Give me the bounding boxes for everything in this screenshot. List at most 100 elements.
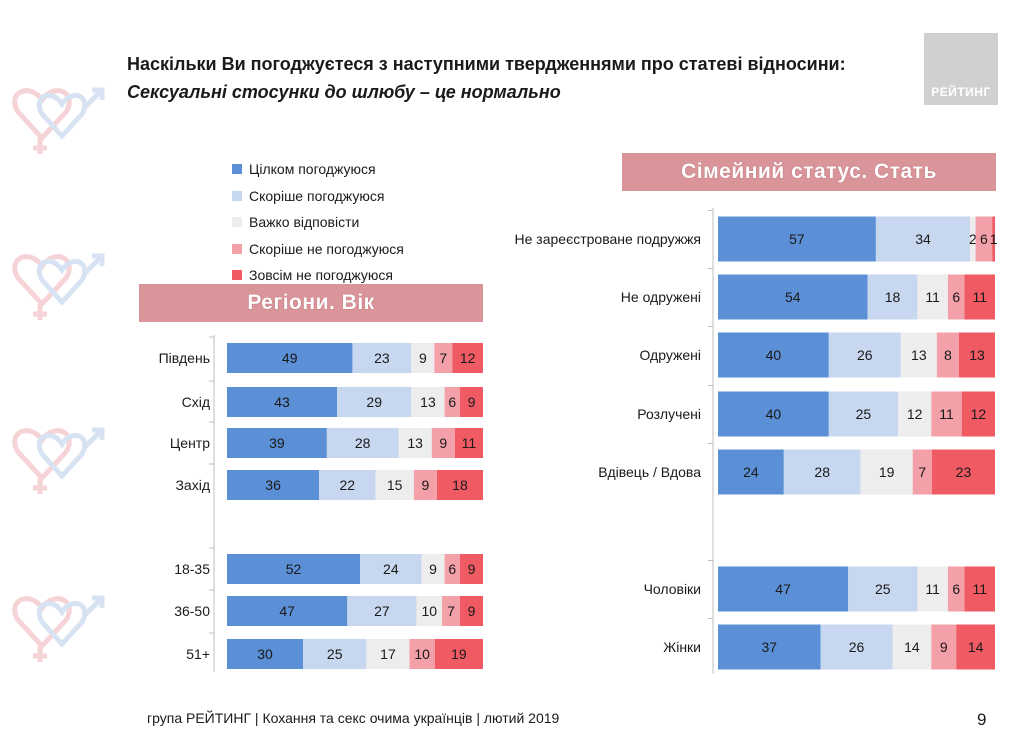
bar-segment [931,624,957,670]
category-label: 51+ [186,646,210,662]
data-label: 10 [414,646,430,662]
category-label: Жінки [663,639,701,655]
data-label: 43 [274,394,290,410]
bar-segment [454,428,483,458]
data-label: 19 [879,464,895,480]
bar-segment [860,449,913,495]
data-label: 7 [439,350,447,366]
bar-segment [783,449,861,495]
data-label: 24 [743,464,759,480]
legend-item: Скоріше погоджуюся [232,183,404,210]
legend-label: Цілком погоджуюся [249,161,376,178]
legend-label: Скоріше погоджуюся [249,187,385,204]
category-label: Південь [159,350,210,366]
bar-segment [442,596,460,626]
bar-segment [360,554,422,584]
data-label: 23 [956,464,972,480]
data-label: 28 [355,435,371,451]
legend-label: Скоріше не погоджуюся [249,240,404,257]
bar-segment [828,332,901,378]
bar-segment [912,449,932,495]
bar-segment [434,639,483,669]
legend-swatch [232,243,242,254]
data-label: 11 [462,435,477,451]
bar-segment [718,274,868,320]
hearts-decoration-3 [12,427,105,494]
bar-segment [411,387,445,417]
hearts-decoration-4 [12,595,105,662]
data-label: 9 [468,394,476,410]
right-section-header: Сімейний статус. Стать [622,153,996,191]
data-label: 25 [875,581,891,597]
hearts-decoration-2 [12,253,105,320]
data-label: 6 [952,581,960,597]
bar-segment [411,343,435,373]
data-label: 13 [407,435,423,451]
bar-segment [459,596,483,626]
bar-segment [718,624,821,670]
data-label: 12 [460,350,476,366]
bar-segment [964,566,995,612]
data-label: 9 [940,639,948,655]
data-label: 9 [419,350,427,366]
bar-segment [444,387,460,417]
bar-segment [227,596,348,626]
data-label: 14 [968,639,984,655]
bar-segment [227,343,353,373]
data-label: 11 [972,581,987,597]
bar-segment [947,274,965,320]
category-label: Чоловіки [644,581,701,597]
bar-segment [956,624,995,670]
category-label: 36-50 [174,603,210,619]
data-label: 12 [971,406,987,422]
bar-segment [303,639,367,669]
bar-segment [326,428,399,458]
data-label: 9 [468,561,476,577]
data-label: 6 [448,394,456,410]
bar-segment [917,274,948,320]
data-label: 28 [814,464,830,480]
bar-segment [964,274,995,320]
bar-segment [898,391,932,437]
bar-segment [398,428,432,458]
data-label: 26 [857,347,873,363]
bar-segment [227,470,320,500]
data-label: 11 [925,289,940,305]
bar-segment [409,639,435,669]
page-number: 9 [977,710,987,729]
bar-segment [452,343,483,373]
bar-segment [227,428,327,458]
data-label: 12 [907,406,923,422]
bar-segment [970,216,976,262]
bar-segment [366,639,410,669]
category-label: Розлучені [637,406,701,422]
data-label: 18 [885,289,901,305]
bar-segment [227,554,361,584]
bar-segment [718,449,784,495]
bar-segment [875,216,971,262]
bar-segment [718,332,829,378]
data-label: 15 [387,477,403,493]
chart-legend: Цілком погоджуюся Скоріше погоджуюся Важ… [232,156,404,289]
data-label: 11 [925,581,940,597]
data-label: 40 [766,406,782,422]
data-label: 49 [282,350,298,366]
bar-segment [421,554,445,584]
legend-swatch [232,164,242,175]
data-label: 54 [785,289,801,305]
bar-segment [227,387,338,417]
data-label: 23 [374,350,390,366]
data-label: 30 [257,646,273,662]
bar-segment [900,332,937,378]
legend-item: Важко відповісти [232,209,404,236]
bar-segment [459,387,483,417]
data-label: 11 [939,406,954,422]
data-label: 17 [380,646,396,662]
legend-item: Цілком погоджуюся [232,156,404,183]
data-label: 57 [789,231,805,247]
bar-segment [917,566,948,612]
bar-segment [931,449,995,495]
data-label: 10 [421,603,437,619]
bar-segment [227,639,304,669]
legend-item: Зовсім не погоджуюся [232,262,404,289]
